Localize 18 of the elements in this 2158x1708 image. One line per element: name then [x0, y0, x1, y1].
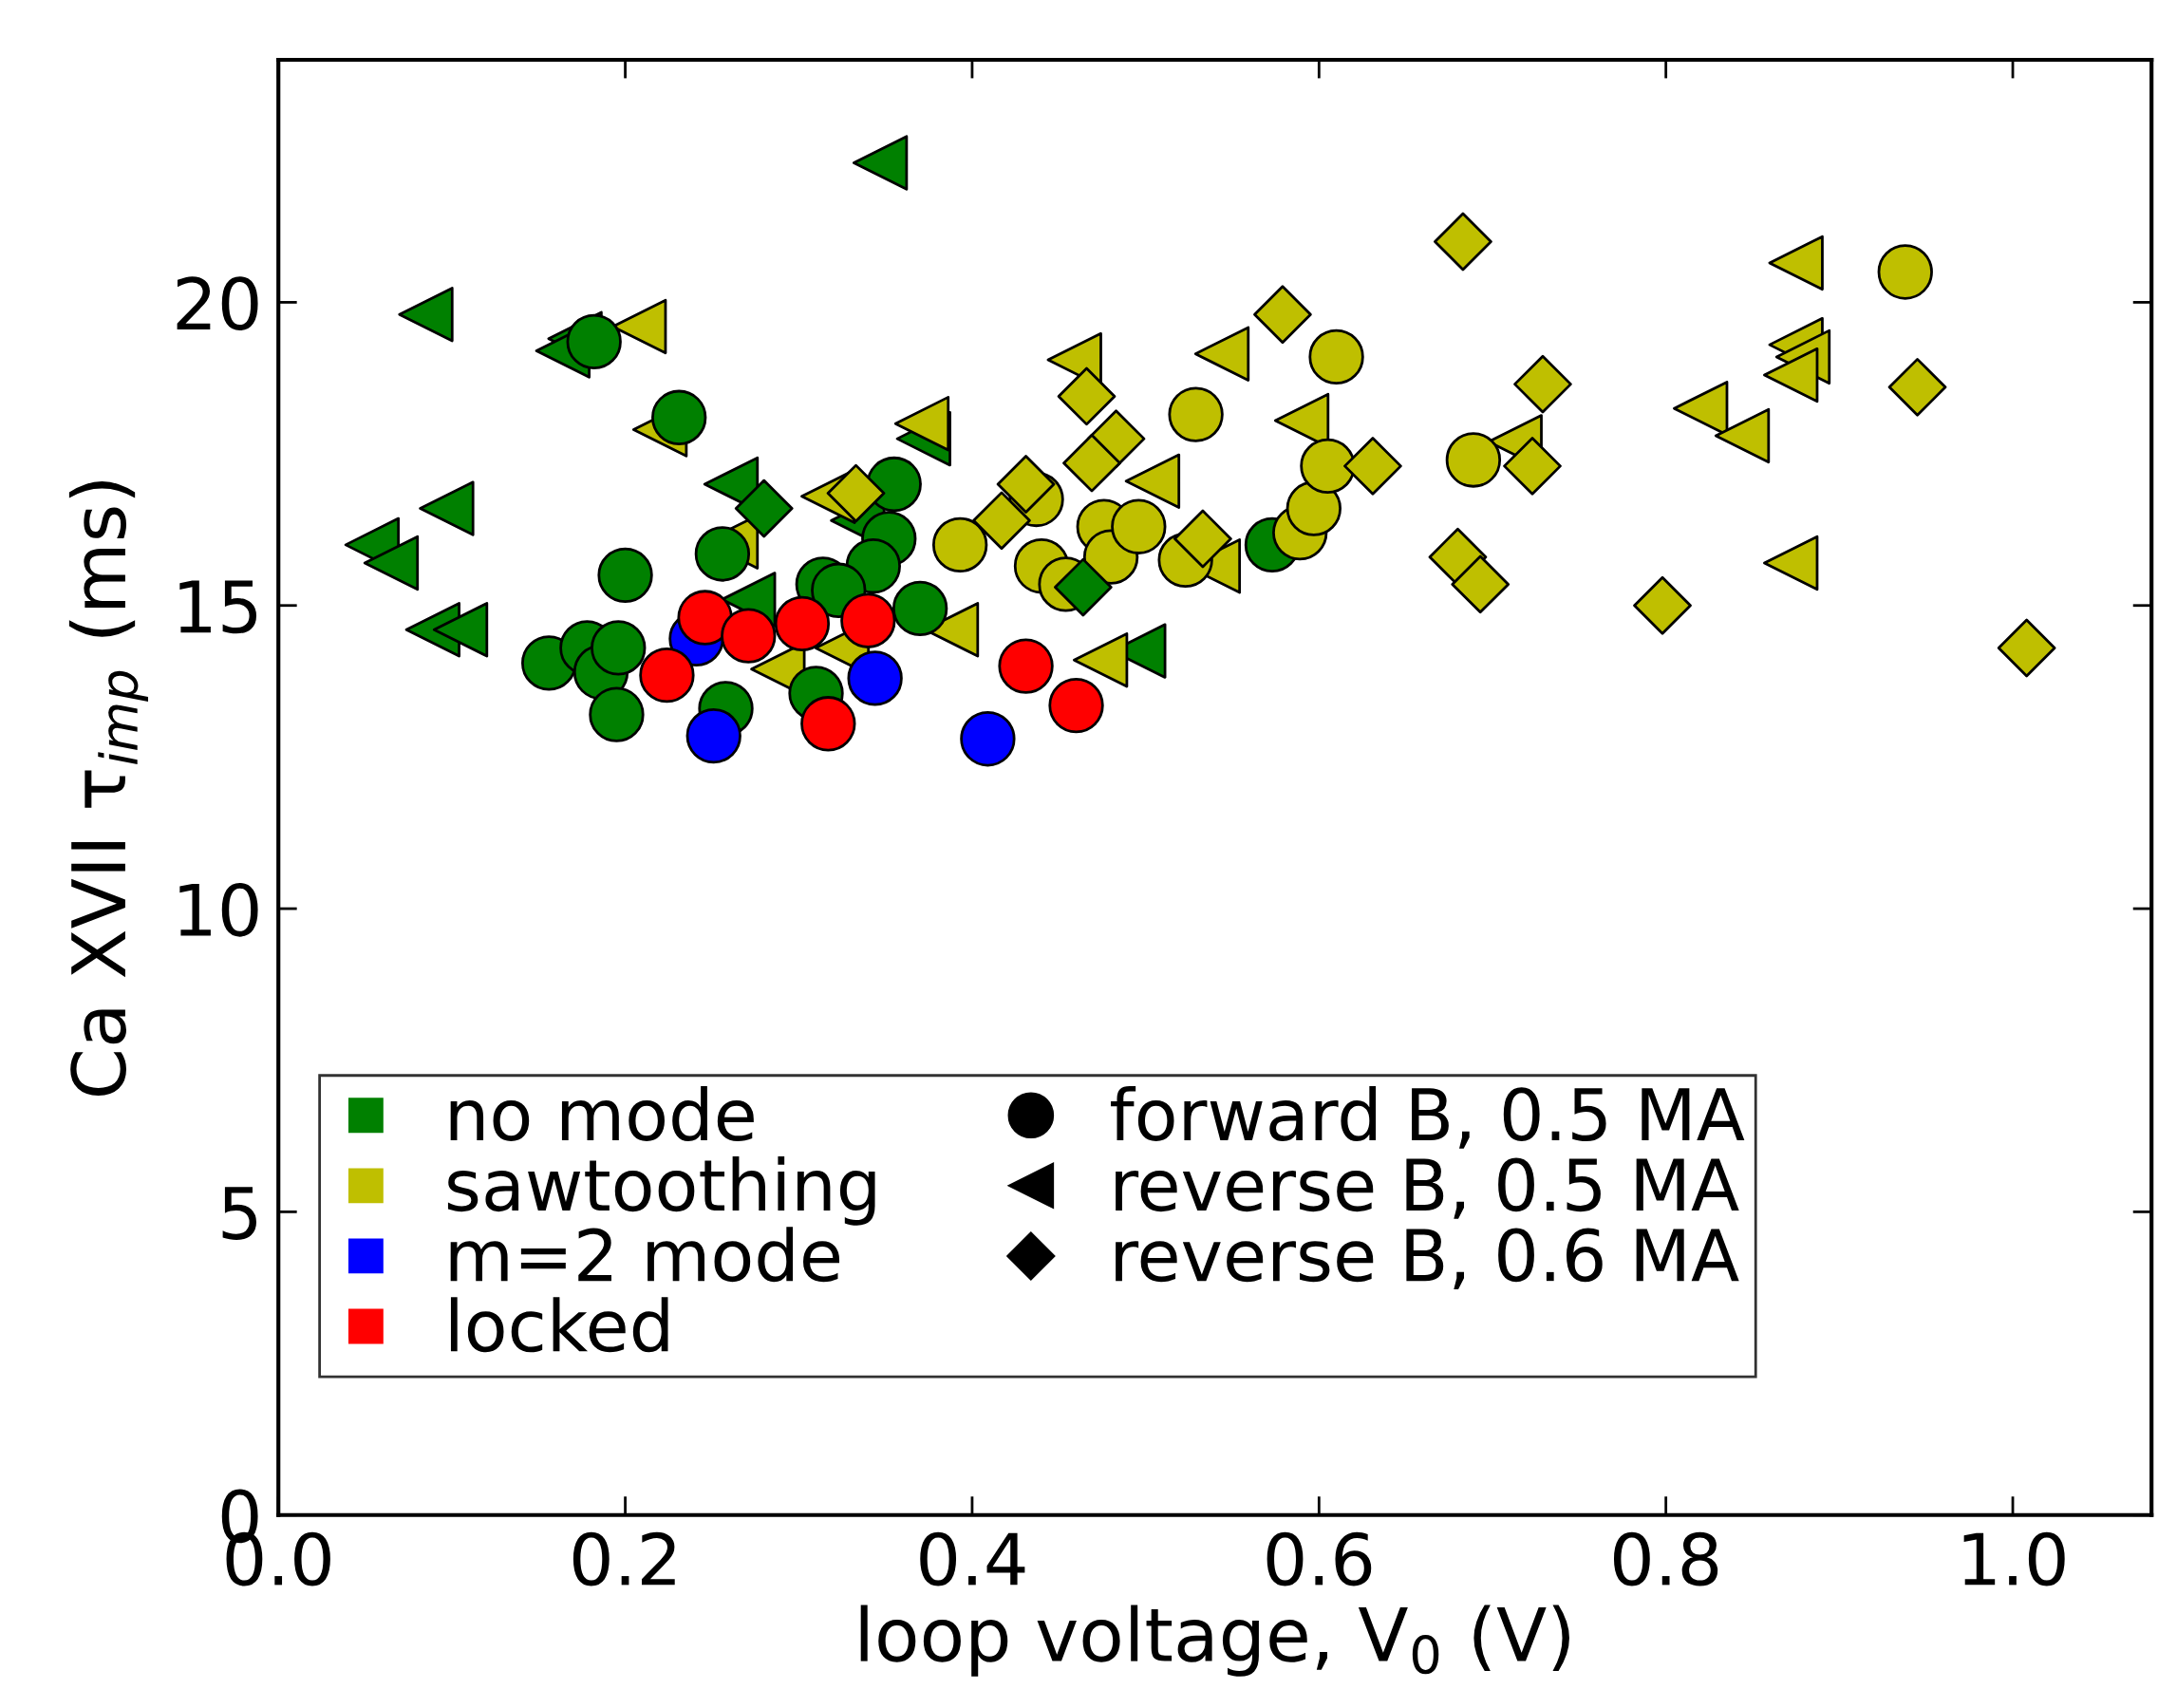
x-tick-label: 0.8 [1613, 1531, 1718, 1586]
legend-label: no mode [450, 1086, 754, 1142]
legend-label: locked [450, 1297, 668, 1353]
y-tick-label: 5 [222, 1187, 256, 1240]
legend-label: forward B, 0.5 MA [1111, 1086, 1745, 1149]
y-tick-label: 10 [179, 882, 258, 937]
y-axis-title: Ca XVII τ$_{imp}$ (ms) [68, 481, 148, 1096]
legend-label: m=2 mode [450, 1227, 840, 1283]
x-tick-label: 1.0 [1963, 1531, 2065, 1586]
x-axis-title: loop voltage, V$_{0}$ (V) [860, 1605, 1569, 1677]
x-tick-label: 0.6 [1267, 1531, 1372, 1586]
y-tick-label: 20 [177, 276, 258, 330]
legend-label: reverse B, 0.5 MA [1116, 1157, 1739, 1219]
legend-label: sawtoothing [447, 1156, 875, 1226]
x-tick-label: 0.4 [920, 1531, 1025, 1586]
y-tick-label: 15 [179, 580, 256, 634]
legend-label: reverse B, 0.6 MA [1116, 1228, 1739, 1289]
x-tick-label: 0.2 [572, 1531, 675, 1586]
